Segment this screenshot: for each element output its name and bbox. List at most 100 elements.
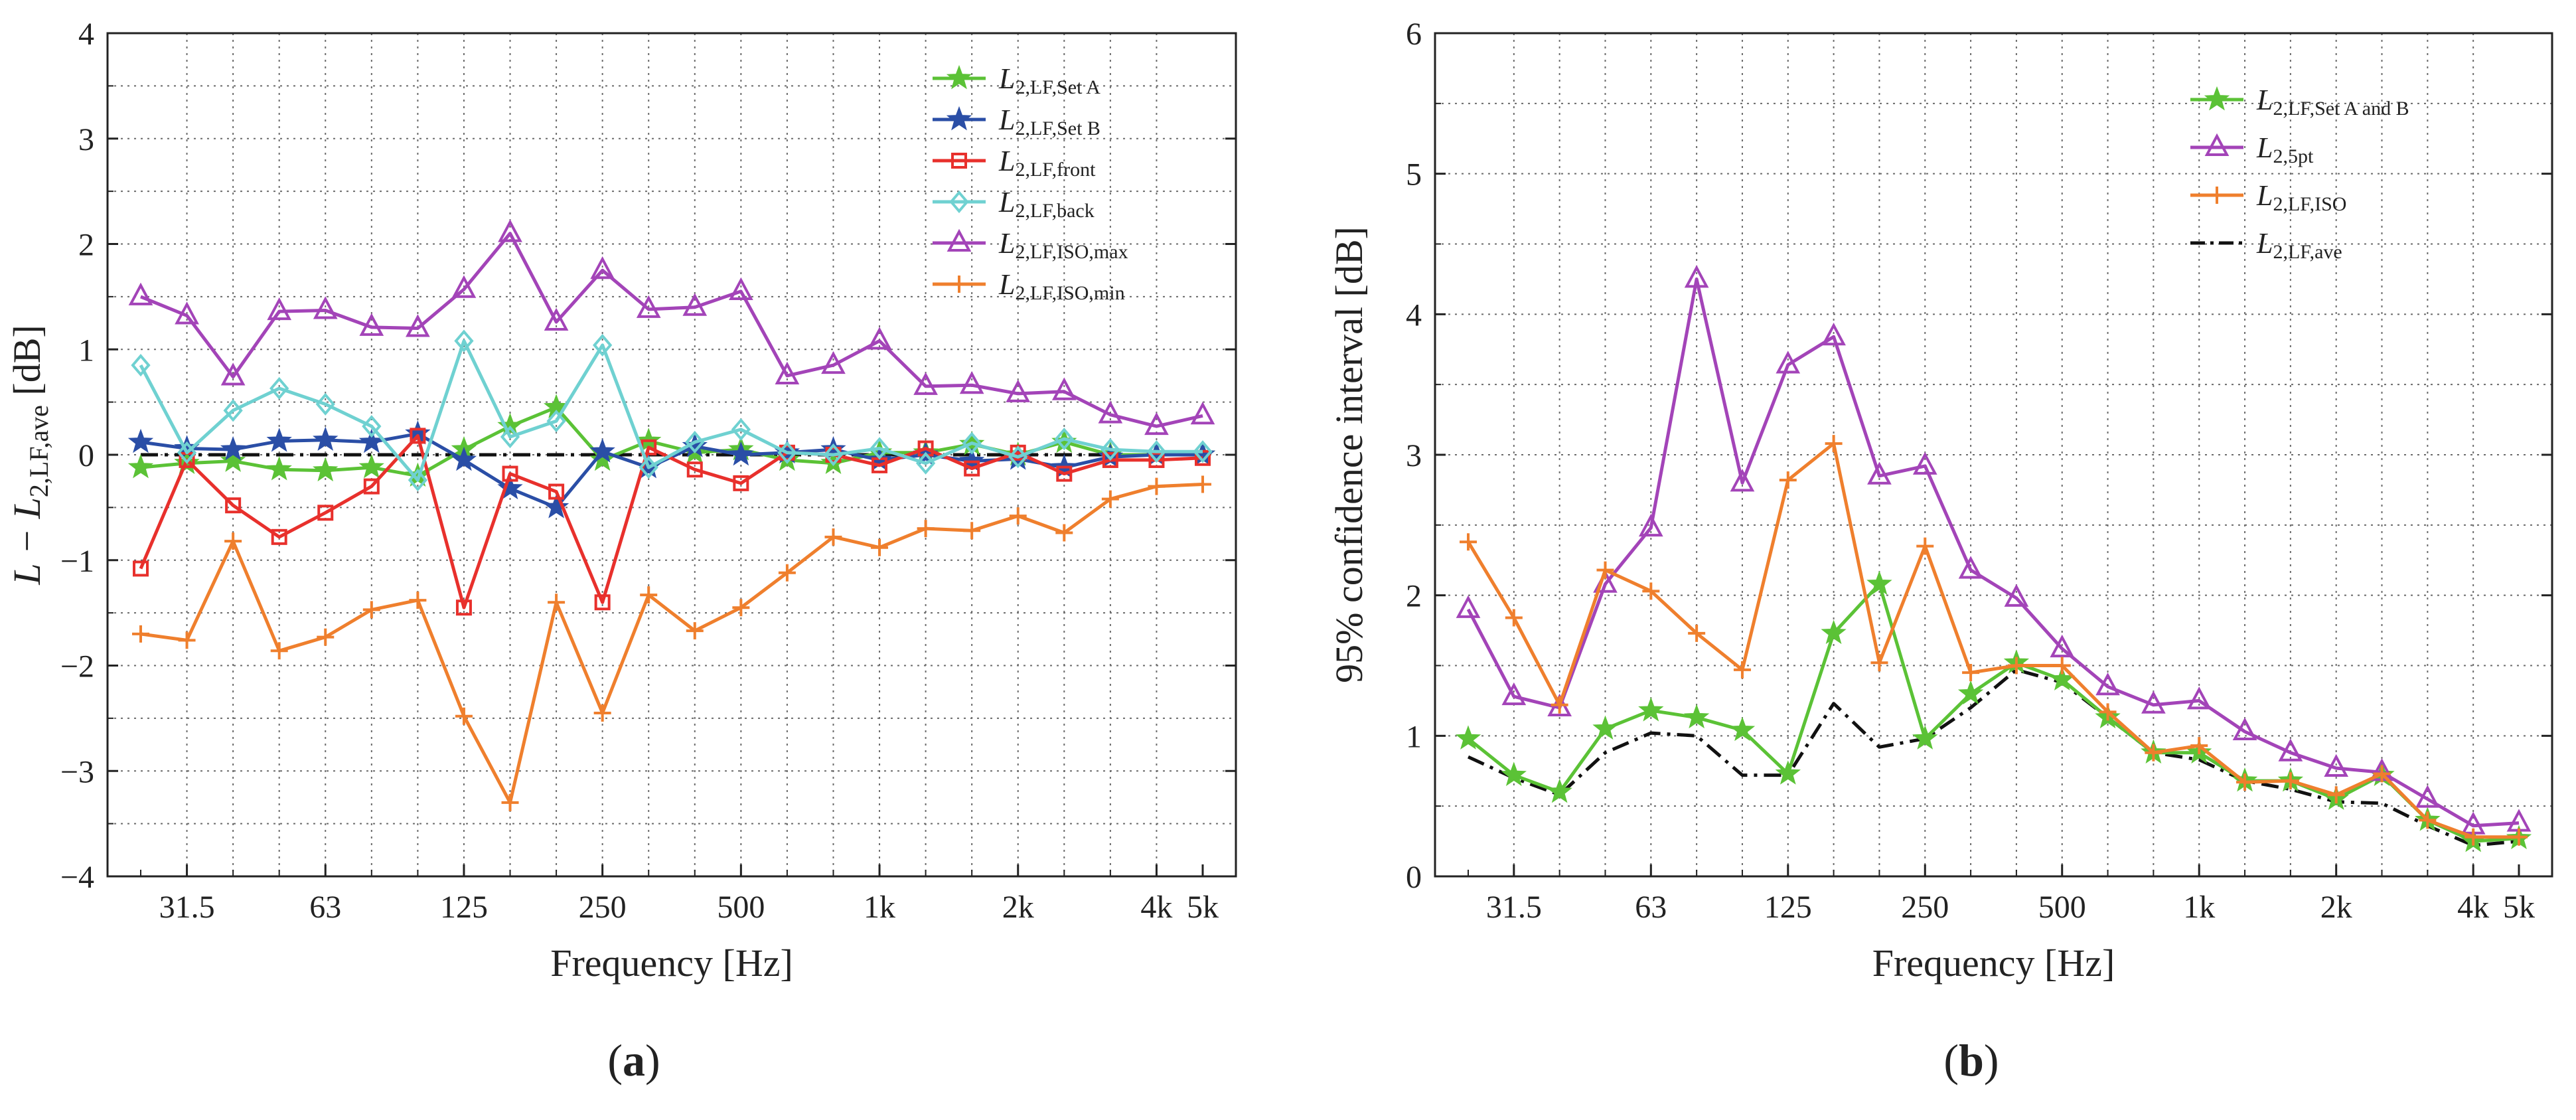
data-point-isoMax — [1776, 351, 1801, 374]
legend-label-ave: L2,LF,ave — [2256, 227, 2342, 263]
legend-marker-isoMax — [947, 228, 972, 252]
panel-label-paren: ( — [1943, 1035, 1959, 1085]
data-point-isoMin — [2236, 773, 2254, 791]
x-tick-label: 500 — [717, 890, 765, 925]
data-point-isoMin — [2373, 765, 2391, 783]
legend-label-setB: L2,LF,Set B — [998, 104, 1100, 139]
legend-marker-setA — [946, 64, 972, 90]
x-tick-label: 1k — [864, 890, 895, 925]
data-point-isoMax — [1638, 513, 1663, 537]
data-point-front — [410, 428, 426, 444]
data-point-isoMax — [1501, 682, 1527, 706]
data-point-isoMin — [1551, 696, 1568, 714]
data-point-setA — [1775, 760, 1801, 785]
data-point-setA — [266, 456, 292, 481]
data-point-isoMin — [2099, 703, 2117, 721]
data-point-back — [1054, 428, 1074, 451]
y-tick-label: 1 — [78, 333, 94, 368]
data-point-isoMax — [175, 301, 199, 325]
data-point-isoMax — [1456, 595, 1481, 618]
x-axis: 31.5 63 125 250 500 1k 2k 4k 5k — [1468, 864, 2535, 925]
data-point-isoMin — [732, 599, 750, 617]
data-point-isoMax — [775, 361, 800, 384]
data-point-back — [915, 451, 936, 475]
data-point-setA — [127, 453, 154, 479]
panel-label-paren: ) — [645, 1035, 660, 1085]
data-point-isoMax — [1821, 322, 1846, 346]
y-tick-label: −2 — [60, 649, 94, 684]
data-point-isoMax — [1867, 461, 1892, 485]
data-point-isoMax — [1190, 402, 1215, 425]
data-point-front — [1148, 451, 1165, 468]
data-point-front — [964, 460, 980, 477]
series-line-back — [139, 339, 1203, 482]
data-point-back — [362, 415, 382, 438]
legend-label-main: L — [998, 186, 1015, 218]
data-point-back — [454, 329, 474, 353]
x-axis: 31.5 63 125 250 500 1k 2k 4k 5k — [140, 864, 1219, 925]
legend-label-main: L — [998, 227, 1015, 260]
legend: L2,LF,Set AL2,LF,Set BL2,LF,frontL2,LF,b… — [933, 62, 1128, 304]
y-tick-label: 2 — [78, 228, 94, 263]
data-point-isoMax — [959, 370, 984, 394]
data-point-back — [1008, 445, 1028, 469]
data-point-isoMin — [2419, 811, 2437, 829]
y-axis: 4 3 2 1 0 −1 −2 −3 −4 — [60, 17, 1236, 895]
y-tick-label: 0 — [78, 438, 94, 473]
data-point-setA — [1821, 619, 1847, 645]
data-point-isoMax — [451, 275, 477, 298]
legend-label-sub: 2,LF,back — [1015, 200, 1094, 222]
x-tick-label: 31.5 — [1486, 890, 1542, 925]
data-point-back — [223, 399, 243, 422]
legend-label-front: L2,LF,front — [998, 145, 1096, 181]
data-point-isoMax — [1051, 377, 1077, 400]
panel-label-letter: a — [623, 1035, 645, 1085]
legend-marker-back — [949, 190, 969, 214]
data-point-isoMax — [1730, 469, 1755, 492]
y-tick-label: 6 — [1406, 17, 1422, 52]
x-tick-label: 31.5 — [159, 890, 215, 925]
data-point-isoMax — [1912, 451, 1937, 475]
data-point-isoMin — [409, 592, 427, 609]
y-axis-title-sub: 2,LF,ave — [24, 405, 54, 497]
data-point-isoMax — [590, 256, 615, 280]
data-point-setA — [1501, 761, 1527, 786]
data-point-front — [271, 528, 287, 545]
y-tick-label: −3 — [60, 754, 94, 789]
data-point-isoMin — [1916, 537, 1934, 555]
x-tick-label: 250 — [1901, 890, 1949, 925]
data-point-setA — [1455, 725, 1481, 750]
legend-label-main: L — [2256, 179, 2273, 212]
data-point-isoMax — [913, 372, 938, 395]
data-point-isoMin — [2053, 657, 2071, 675]
legend-marker-front — [951, 153, 967, 169]
data-point-isoMin — [2281, 772, 2299, 790]
data-point-isoMin — [2464, 828, 2482, 846]
x-tick-label: 125 — [440, 890, 488, 925]
panel-label: (b) — [1943, 1035, 1999, 1085]
panel-label-paren: ( — [607, 1035, 623, 1085]
y-tick-label: 3 — [1406, 438, 1422, 473]
data-point-isoMin — [2007, 657, 2025, 675]
data-point-back — [870, 437, 889, 460]
data-point-setB — [220, 436, 246, 461]
legend-label-main: L — [998, 62, 1015, 95]
data-point-back — [131, 353, 151, 377]
legend-label-sub: 2,LF,ISO — [2273, 193, 2346, 215]
y-tick-label: 2 — [1406, 579, 1422, 614]
data-point-back — [177, 441, 197, 464]
data-point-setB — [497, 475, 523, 500]
data-point-setB — [728, 441, 754, 466]
x-tick-label: 63 — [309, 890, 341, 925]
data-point-isoMin — [1101, 490, 1119, 508]
data-point-setB — [266, 428, 292, 452]
legend-label-isoMax: L2,LF,ISO,max — [998, 227, 1128, 263]
data-point-isoMin — [871, 538, 889, 556]
x-tick-label: 125 — [1764, 890, 1812, 925]
data-point-isoMin — [2510, 828, 2528, 846]
data-point-front — [225, 497, 242, 514]
legend-label-isoMin: L2,LF,ISO,min — [998, 268, 1125, 304]
data-point-isoMin — [548, 594, 566, 611]
y-axis-title: 95% confidence interval [dB] — [1327, 226, 1371, 683]
legend-label-sub: 2,LF,ISO,min — [1015, 282, 1124, 304]
